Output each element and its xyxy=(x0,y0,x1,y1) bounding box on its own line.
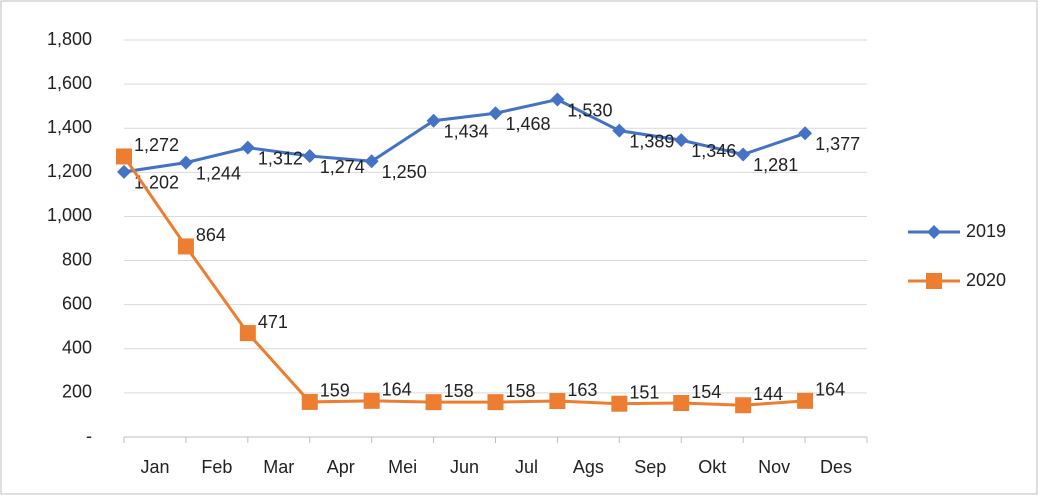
data-label: 144 xyxy=(753,384,783,404)
marker xyxy=(611,395,628,412)
data-label: 1,312 xyxy=(258,148,303,168)
y-tick-label: - xyxy=(86,426,92,446)
data-label: 158 xyxy=(444,381,474,401)
data-label: 1,274 xyxy=(320,157,365,177)
x-tick-label: Jan xyxy=(140,457,169,477)
x-tick-label: Jun xyxy=(450,457,479,477)
data-label: 151 xyxy=(629,382,659,402)
y-tick-label: 200 xyxy=(62,382,92,402)
x-tick-label: Nov xyxy=(758,457,790,477)
y-tick-label: 1,000 xyxy=(47,205,92,225)
data-label: 471 xyxy=(258,312,288,332)
marker xyxy=(240,140,255,155)
marker xyxy=(736,147,751,162)
y-tick-label: 400 xyxy=(62,338,92,358)
marker xyxy=(116,148,132,165)
data-label: 864 xyxy=(196,225,226,245)
marker xyxy=(239,325,256,342)
marker xyxy=(550,92,565,107)
line xyxy=(123,97,806,174)
data-label: 164 xyxy=(382,380,412,400)
data-label: 1,377 xyxy=(815,134,860,154)
x-tick-label: Ags xyxy=(573,457,604,477)
x-tick-label: Apr xyxy=(327,457,355,477)
marker xyxy=(488,106,503,121)
marker xyxy=(926,273,942,289)
marker xyxy=(426,113,441,128)
marker xyxy=(487,394,504,411)
marker xyxy=(735,397,752,414)
marker xyxy=(798,126,813,141)
legend-label: 2020 xyxy=(966,270,1006,290)
data-label: 1,281 xyxy=(753,155,798,175)
data-label: 1,530 xyxy=(567,100,612,120)
data-label: 1,468 xyxy=(506,114,551,134)
x-tick-label: Mei xyxy=(388,457,417,477)
y-tick-label: 800 xyxy=(62,249,92,269)
data-label: 1,434 xyxy=(444,121,489,141)
marker xyxy=(302,149,317,164)
x-tick-label: Okt xyxy=(698,457,726,477)
y-tick-label: 600 xyxy=(62,293,92,313)
data-label: 1,346 xyxy=(691,141,736,161)
data-label: 1,272 xyxy=(134,135,179,155)
data-label: 1,389 xyxy=(629,131,674,151)
data-label: 1,250 xyxy=(382,162,427,182)
y-tick-label: 1,600 xyxy=(47,73,92,93)
marker xyxy=(301,393,318,410)
marker xyxy=(178,155,193,170)
data-label: 154 xyxy=(691,382,721,402)
data-label: 163 xyxy=(567,380,597,400)
x-tick-label: Mar xyxy=(263,457,294,477)
marker xyxy=(674,133,689,148)
x-tick-label: Des xyxy=(820,457,852,477)
marker xyxy=(549,393,566,410)
x-tick-label: Jul xyxy=(515,457,538,477)
marker xyxy=(364,154,379,169)
y-tick-label: 1,200 xyxy=(47,161,92,181)
data-label: 164 xyxy=(815,380,845,400)
line xyxy=(122,155,806,407)
data-label: 1,244 xyxy=(196,163,241,183)
marker xyxy=(363,392,380,409)
x-tick-label: Sep xyxy=(634,457,666,477)
legend-label: 2019 xyxy=(966,221,1006,241)
marker xyxy=(117,164,131,179)
marker xyxy=(927,225,941,239)
marker xyxy=(612,123,627,138)
y-tick-label: 1,800 xyxy=(47,29,92,49)
data-label: 158 xyxy=(506,381,536,401)
y-tick-label: 1,400 xyxy=(47,117,92,137)
marker xyxy=(673,395,690,412)
marker xyxy=(425,394,442,411)
marker xyxy=(797,392,814,409)
marker xyxy=(177,238,194,255)
x-tick-label: Feb xyxy=(201,457,232,477)
data-label: 159 xyxy=(320,381,350,401)
